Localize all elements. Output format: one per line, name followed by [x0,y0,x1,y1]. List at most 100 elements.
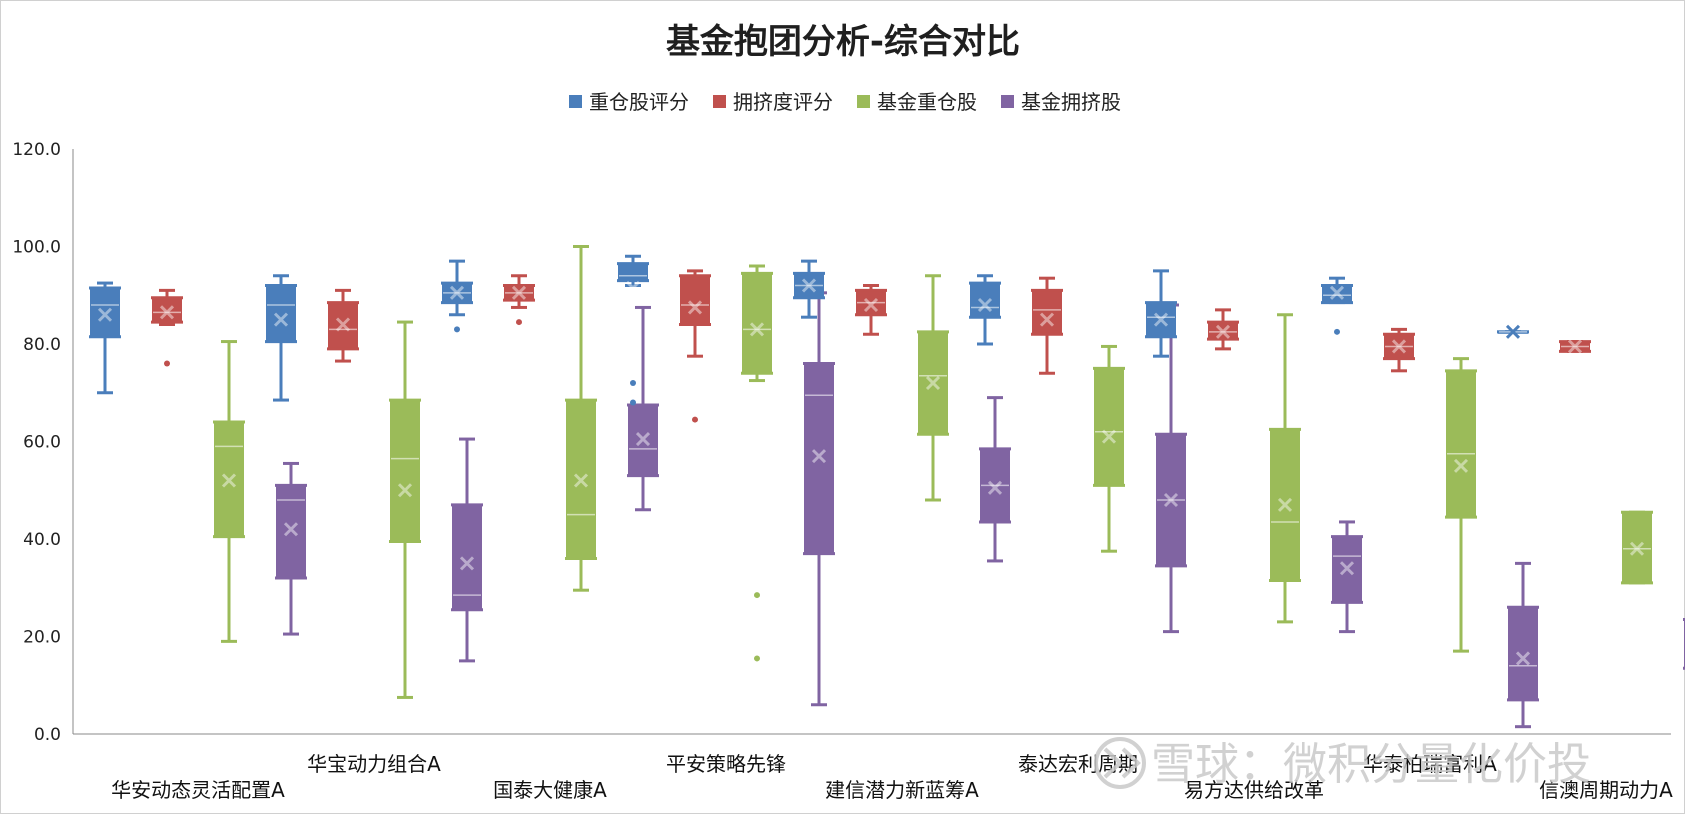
legend-swatch [857,95,870,108]
mean-marker [1391,339,1407,354]
box-body [266,284,296,343]
mean-marker [925,375,941,391]
mean-marker [1163,492,1179,508]
box-plot [89,281,121,395]
mean-marker [625,280,641,295]
box-plot [1331,520,1363,634]
box-body [1508,606,1538,701]
outlier-point [516,319,522,326]
mean-marker [1629,541,1645,556]
box-plot [679,269,711,423]
box-body [452,503,482,611]
mean-marker [687,300,703,315]
y-tick-label: 100.0 [12,238,61,258]
box-plot [969,274,1001,346]
mean-marker [221,473,237,488]
box-plot [565,245,597,592]
mean-marker [573,473,589,488]
box-plot [327,288,359,363]
outlier-point [630,380,636,386]
mean-marker [1515,651,1531,666]
category-label: 建信潜力新蓝筹A [825,778,979,802]
mean-marker [863,297,879,313]
mean-marker [1453,458,1469,473]
mean-marker [459,556,475,571]
watermark-text: 雪球：微积分量化价投 [1151,739,1591,790]
box-body [276,484,306,579]
box-plot [917,274,949,502]
legend-item: 基金重仓股 [857,90,977,114]
mean-marker [811,449,827,464]
box-plot [265,274,297,402]
mean-marker [1153,312,1169,327]
y-tick-labels: 0.0 20.0 40.0 60.0 80.0 100.0 120.0 [12,140,61,745]
mean-marker [1101,429,1117,444]
chart-title: 基金抱团分析-综合对比 [666,22,1020,62]
legend-item: 基金拥挤股 [1001,90,1121,114]
box-body [618,262,648,282]
box-body [1446,369,1476,519]
box-plot [1207,308,1239,351]
mean-marker [1339,561,1355,576]
box-plot [741,264,773,662]
box-body [742,272,772,375]
axes [72,149,1671,735]
category-label: 易方达供给改革 [1184,778,1324,802]
mean-marker [1329,285,1345,300]
box-plot [213,340,245,643]
box-plot [275,461,307,636]
box-plot [617,254,649,406]
outlier-point [454,326,460,333]
box-plot [1093,344,1125,553]
legend-swatch [569,95,582,108]
box-body [1032,289,1062,336]
box-plot [389,320,421,699]
box-body [680,274,710,326]
outlier-point [1334,328,1340,335]
y-tick-label: 40.0 [23,530,61,550]
box-plot [1559,339,1591,354]
box-body [970,282,1000,319]
y-tick-label: 60.0 [23,433,61,453]
box-plot [1145,269,1177,358]
legend: 重仓股评分 拥挤度评分 基金重仓股 基金拥挤股 [569,90,1121,114]
mean-marker [977,297,993,313]
mean-marker [397,483,413,498]
mean-marker [1215,324,1231,339]
box-body [90,286,120,338]
box-plot [151,288,183,367]
mean-marker [335,317,351,332]
mean-marker [159,305,175,320]
box-body [804,362,834,555]
box-plot [627,305,659,512]
mean-marker [635,432,651,447]
box-plot [503,274,535,326]
y-tick-label: 80.0 [23,335,61,355]
mean-marker [273,312,289,327]
mean-marker [987,480,1003,495]
outlier-point [754,592,760,599]
category-label: 国泰大健康A [493,778,607,802]
outlier-point [164,360,170,367]
mean-marker [283,522,299,537]
box-plot [1383,327,1415,373]
outlier-point [754,655,760,662]
watermark: 雪球：微积分量化价投 [1094,737,1591,790]
outlier-point [630,399,636,406]
box-plots [89,245,1685,729]
category-label: 华泰柏瑞富利A [1363,752,1497,776]
legend-label: 基金重仓股 [877,90,977,114]
mean-marker [449,285,465,300]
mean-marker [801,278,817,293]
box-plot [1321,276,1353,335]
legend-label: 基金拥挤股 [1021,90,1121,114]
category-label: 平安策略先锋 [666,752,786,776]
box-body [390,399,420,543]
legend-label: 重仓股评分 [589,90,689,114]
snowball-logo-icon [1094,737,1146,789]
mean-marker [511,285,527,300]
mean-marker [749,322,765,337]
legend-item: 重仓股评分 [569,90,689,114]
